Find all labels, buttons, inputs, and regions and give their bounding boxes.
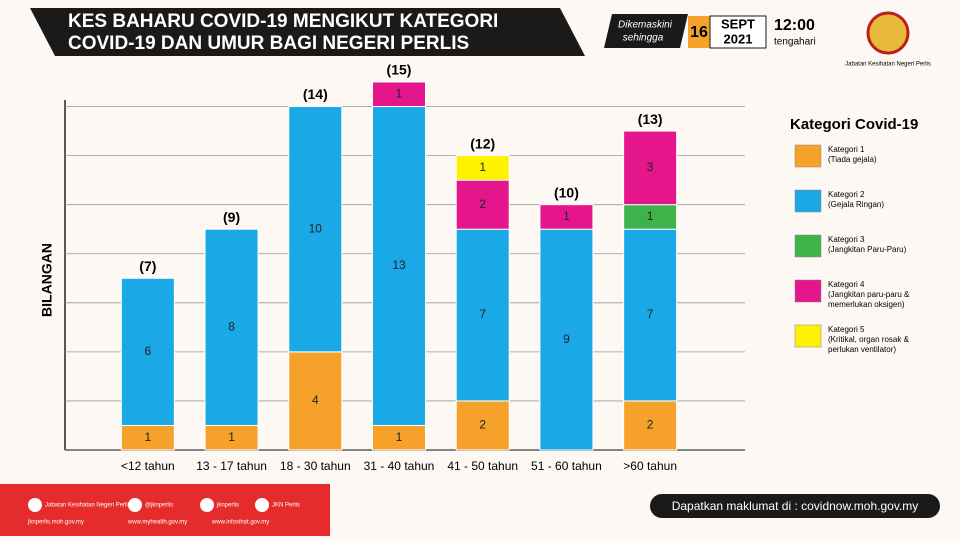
segment-label: 6: [145, 344, 152, 358]
segment-label: 9: [563, 332, 570, 346]
bar-segment: [120, 277, 175, 426]
bar-segment: [623, 130, 678, 206]
legend-swatch: [794, 189, 822, 213]
x-tick-label: 18 - 30 tahun: [280, 459, 351, 473]
date-box: [604, 14, 688, 48]
x-tick-label: 31 - 40 tahun: [364, 459, 435, 473]
bar-segment: [455, 155, 510, 181]
segment-label: 2: [479, 197, 486, 211]
bar-segment: [623, 204, 678, 230]
updated-label: sehingga: [623, 33, 664, 44]
total-label: (14): [303, 86, 328, 102]
bar-segment: [372, 81, 426, 108]
x-tick-label: 41 - 50 tahun: [447, 459, 518, 473]
logo: [866, 11, 910, 55]
footer-band: [0, 484, 330, 536]
footer-info: Dapatkan maklumat di : covidnow.moh.gov.…: [672, 499, 919, 513]
social-icon: [255, 498, 269, 512]
legend-description: (Jangkitan Paru-Paru): [828, 245, 907, 254]
website: www.infosihat.gov.my: [211, 520, 269, 526]
time: 12:00: [774, 17, 815, 34]
month: SEPT: [721, 16, 755, 31]
social-icon: [128, 498, 142, 512]
segment-label: 1: [396, 430, 403, 444]
title-line: KES BAHARU COVID-19 MENGIKUT KATEGORI: [68, 11, 498, 32]
time-note: tengahari: [774, 37, 816, 48]
segment-label: 1: [563, 209, 570, 223]
website: www.myhealth.gov.my: [127, 520, 187, 526]
month-box: [709, 15, 767, 49]
bar-segment: [455, 400, 510, 451]
legend-name: Kategori 1: [828, 145, 865, 154]
segment-label: 1: [479, 160, 486, 174]
bar-segment: [539, 228, 594, 451]
bar-segment: [623, 400, 678, 451]
x-tick-label: >60 tahun: [623, 459, 677, 473]
legend-description: perlukan ventilator): [828, 345, 896, 354]
bar-segment: [288, 106, 343, 353]
total-label: (10): [554, 184, 579, 200]
social-icon: [200, 498, 214, 512]
bar-segment: [204, 228, 259, 426]
y-axis-label: BILANGAN: [39, 243, 55, 317]
bar-segment: [539, 204, 594, 230]
bar-segment: [288, 351, 343, 451]
bar-segment: [372, 106, 426, 426]
legend-description: (Gejala Ringan): [828, 200, 884, 209]
info-pill: [650, 494, 940, 518]
segment-label: 1: [228, 430, 235, 444]
segment-label: 13: [392, 258, 406, 272]
social-handle: @jknperlis: [145, 503, 173, 509]
social-handle: Jabatan Kesihatan Negeri Perlis: [45, 503, 131, 509]
legend-name: Kategori 4: [828, 280, 865, 289]
x-tick-label: 51 - 60 tahun: [531, 459, 602, 473]
legend-description: memerlukan oksigen): [828, 300, 905, 309]
bar-segment: [372, 424, 426, 451]
logo-text: Jabatan Kesihatan Negeri Perlis: [845, 62, 931, 68]
segment-label: 1: [396, 86, 403, 100]
legend-swatch: [794, 144, 822, 168]
segment-label: 10: [309, 221, 323, 235]
total-label: (13): [638, 111, 663, 127]
bar-segment: [623, 228, 678, 402]
title-line: COVID-19 DAN UMUR BAGI NEGERI PERLIS: [68, 33, 469, 54]
website: jknperlis.moh.gov.my: [27, 520, 84, 526]
day-box: [688, 16, 710, 48]
x-tick-label: 13 - 17 tahun: [196, 459, 267, 473]
updated-label: Dikemaskini: [618, 20, 673, 31]
legend-swatch: [794, 324, 822, 348]
total-label: (9): [223, 209, 240, 225]
segment-label: 1: [647, 209, 654, 223]
segment-label: 2: [647, 418, 654, 432]
title-banner: [30, 8, 585, 56]
total-label: (12): [470, 135, 495, 151]
social-handle: jknperlis: [216, 503, 239, 509]
total-label: (15): [387, 62, 412, 78]
day: 16: [690, 24, 708, 41]
segment-label: 4: [312, 393, 319, 407]
legend-swatch: [794, 279, 822, 303]
legend-name: Kategori 2: [828, 190, 865, 199]
segment-label: 7: [647, 307, 654, 321]
year: 2021: [724, 31, 753, 46]
total-label: (7): [139, 258, 156, 274]
legend-swatch: [794, 234, 822, 258]
legend-description: (Tiada gejala): [828, 155, 877, 164]
legend-name: Kategori 5: [828, 325, 865, 334]
segment-label: 8: [228, 320, 235, 334]
segment-label: 7: [479, 307, 486, 321]
legend-name: Kategori 3: [828, 235, 865, 244]
legend-description: (Kritikal, organ rosak &: [828, 335, 910, 344]
social-handle: JKN Perlis: [272, 503, 300, 509]
social-icon: [28, 498, 42, 512]
segment-label: 3: [647, 160, 654, 174]
segment-label: 1: [145, 430, 152, 444]
segment-label: 2: [479, 418, 486, 432]
legend-title: Kategori Covid-19: [790, 116, 918, 133]
x-tick-label: <12 tahun: [121, 459, 175, 473]
legend-description: (Jangkitan paru-paru &: [828, 290, 910, 299]
